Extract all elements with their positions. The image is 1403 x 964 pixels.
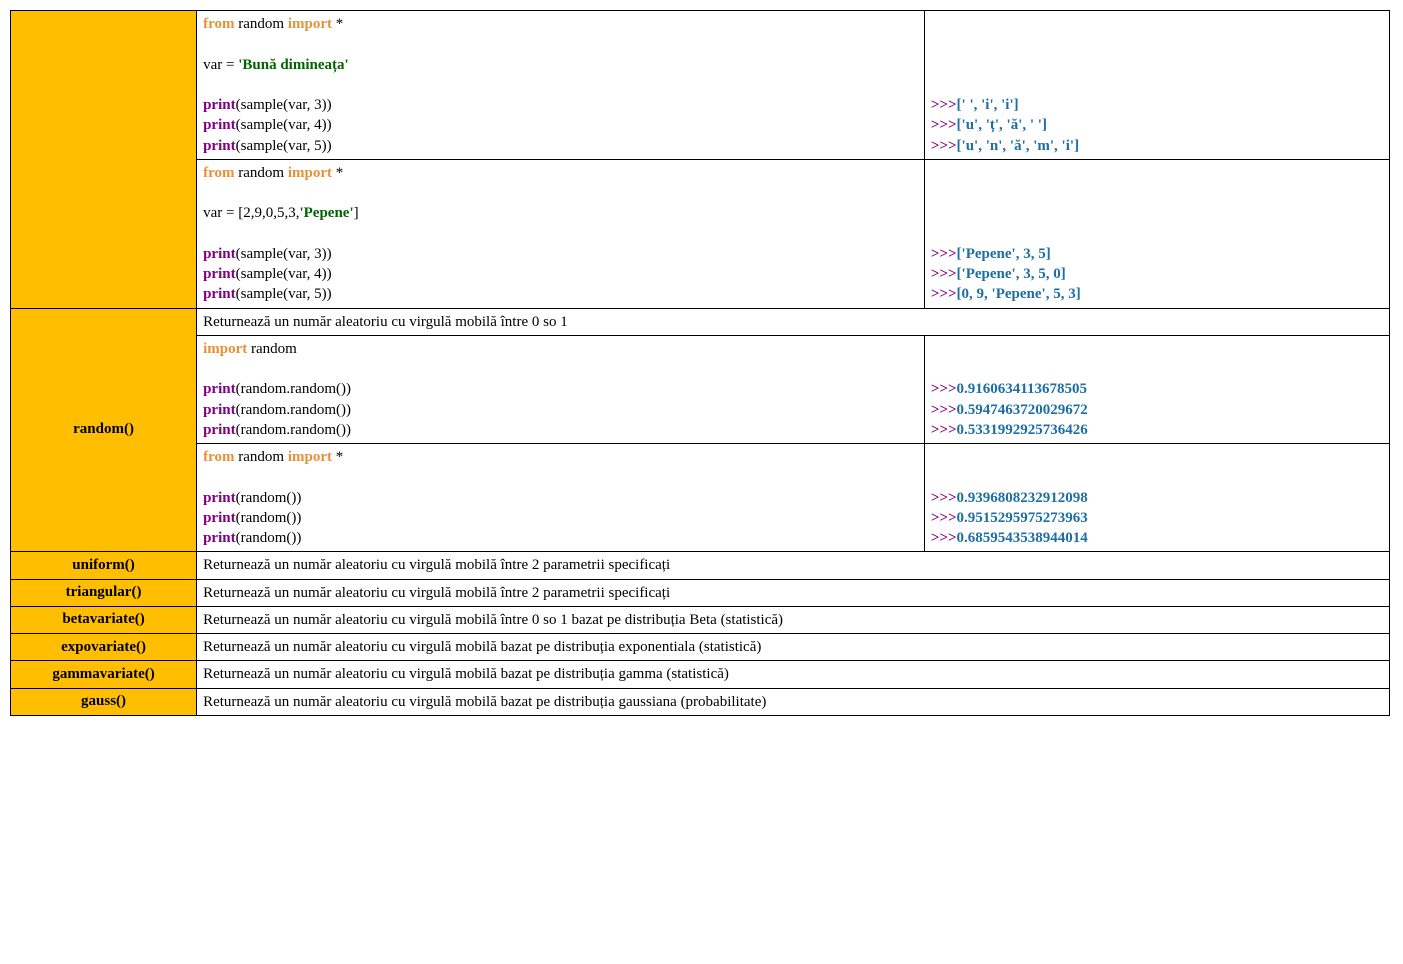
- code-cell-random-star: from random import * print(random()) pri…: [197, 444, 925, 552]
- output-cell-random-import: >>>0.9160634113678505 >>>0.5947463720029…: [924, 335, 1389, 443]
- output-cell-sample-string: >>>[' ', 'i', 'i'] >>>['u', 'ț', 'ă', ' …: [924, 11, 1389, 160]
- table-row: expovariate() Returnează un număr aleato…: [11, 634, 1390, 661]
- desc-betavariate: Returnează un număr aleatoriu cu virgulă…: [197, 606, 1390, 633]
- code-cell-sample-list: from random import * var = [2,9,0,5,3,'P…: [197, 159, 925, 308]
- desc-gammavariate: Returnează un număr aleatoriu cu virgulă…: [197, 661, 1390, 688]
- func-name-gauss: gauss(): [11, 688, 197, 715]
- table-row: from random import * var = 'Bună diminea…: [11, 11, 1390, 160]
- table-row: triangular() Returnează un număr aleator…: [11, 579, 1390, 606]
- python-random-methods-table: from random import * var = 'Bună diminea…: [10, 10, 1390, 716]
- func-name-sample-continued: [11, 11, 197, 309]
- table-row: uniform() Returnează un număr aleatoriu …: [11, 552, 1390, 579]
- desc-random: Returnează un număr aleatoriu cu virgulă…: [197, 308, 1390, 335]
- func-name-betavariate: betavariate(): [11, 606, 197, 633]
- table-row: from random import * print(random()) pri…: [11, 444, 1390, 552]
- desc-uniform: Returnează un număr aleatoriu cu virgulă…: [197, 552, 1390, 579]
- table-row: from random import * var = [2,9,0,5,3,'P…: [11, 159, 1390, 308]
- code-cell-random-import: import random print(random.random()) pri…: [197, 335, 925, 443]
- table-row: betavariate() Returnează un număr aleato…: [11, 606, 1390, 633]
- output-cell-random-star: >>>0.9396808232912098 >>>0.9515295975273…: [924, 444, 1389, 552]
- table-row: gauss() Returnează un număr aleatoriu cu…: [11, 688, 1390, 715]
- desc-gauss: Returnează un număr aleatoriu cu virgulă…: [197, 688, 1390, 715]
- code-cell-sample-string: from random import * var = 'Bună diminea…: [197, 11, 925, 160]
- table-row: random() Returnează un număr aleatoriu c…: [11, 308, 1390, 335]
- table-row: gammavariate() Returnează un număr aleat…: [11, 661, 1390, 688]
- func-name-random: random(): [11, 308, 197, 552]
- func-name-expovariate: expovariate(): [11, 634, 197, 661]
- func-name-gammavariate: gammavariate(): [11, 661, 197, 688]
- desc-expovariate: Returnează un număr aleatoriu cu virgulă…: [197, 634, 1390, 661]
- func-name-uniform: uniform(): [11, 552, 197, 579]
- output-cell-sample-list: >>>['Pepene', 3, 5] >>>['Pepene', 3, 5, …: [924, 159, 1389, 308]
- desc-triangular: Returnează un număr aleatoriu cu virgulă…: [197, 579, 1390, 606]
- func-name-triangular: triangular(): [11, 579, 197, 606]
- table-row: import random print(random.random()) pri…: [11, 335, 1390, 443]
